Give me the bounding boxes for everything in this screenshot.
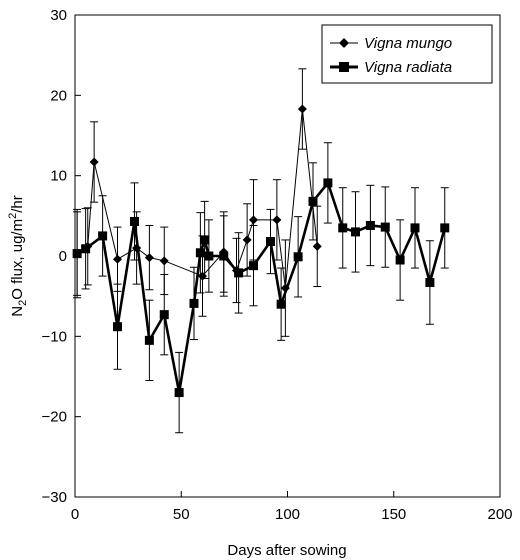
data-point-square bbox=[204, 251, 214, 261]
data-point-diamond bbox=[242, 235, 252, 245]
data-point-square bbox=[113, 322, 122, 332]
data-point-square bbox=[174, 388, 184, 398]
data-point-diamond bbox=[312, 241, 322, 251]
data-point-square bbox=[308, 196, 318, 206]
data-point-square bbox=[144, 335, 154, 345]
data-point-square bbox=[276, 299, 286, 309]
y-tick-label: −10 bbox=[42, 328, 67, 345]
legend-label-vigna-radiata: Vigna radiata bbox=[364, 59, 452, 76]
plot-area: 0 50 100 150 200 −30 −20 −10 0 10 20 30 bbox=[42, 7, 513, 523]
data-point-square bbox=[351, 227, 360, 237]
y-label-superscript: 2 bbox=[7, 213, 19, 219]
x-tick-label: 0 bbox=[71, 506, 79, 523]
data-point-square bbox=[338, 223, 348, 233]
data-point-diamond bbox=[159, 256, 169, 266]
data-point-square bbox=[200, 235, 210, 245]
data-point-square bbox=[323, 178, 333, 188]
legend-diamond-marker-icon bbox=[339, 38, 349, 48]
series-layer bbox=[72, 68, 450, 434]
y-tick-label: 30 bbox=[50, 7, 67, 24]
y-axis-label: N2O flux, ug/m2/hr bbox=[7, 195, 29, 316]
data-point-diamond bbox=[89, 157, 99, 167]
data-point-square bbox=[425, 278, 435, 288]
data-point-square bbox=[440, 223, 450, 233]
data-point-square bbox=[130, 216, 139, 226]
x-tick-label: 200 bbox=[487, 506, 512, 523]
x-axis-label: Days after sowing bbox=[227, 542, 346, 559]
data-point-diamond bbox=[249, 215, 258, 225]
series-vigna-radiata bbox=[72, 142, 450, 434]
data-point-square bbox=[395, 255, 405, 265]
y-tick-label: −20 bbox=[42, 409, 67, 426]
y-label-subscript: 2 bbox=[17, 300, 29, 306]
data-point-diamond bbox=[297, 104, 307, 114]
x-tick-label: 150 bbox=[381, 506, 406, 523]
data-point-square bbox=[249, 261, 258, 271]
legend-frame bbox=[321, 24, 493, 84]
data-point-square bbox=[234, 268, 244, 278]
data-point-square bbox=[159, 310, 169, 320]
x-tick-label: 50 bbox=[173, 506, 190, 523]
legend-entry-vigna-mungo: Vigna mungo bbox=[330, 35, 452, 52]
axis-ticks: 0 50 100 150 200 −30 −20 −10 0 10 20 30 bbox=[42, 7, 513, 523]
y-tick-label: 20 bbox=[50, 87, 67, 104]
data-point-square bbox=[98, 231, 108, 241]
y-tick-label: 0 bbox=[59, 248, 67, 265]
data-point-diamond bbox=[113, 254, 122, 264]
data-point-square bbox=[293, 252, 303, 262]
series-line-vigna-radiata bbox=[76, 180, 447, 393]
legend-entry-vigna-radiata: Vigna radiata bbox=[330, 59, 452, 76]
data-point-diamond bbox=[144, 253, 154, 263]
data-point-square bbox=[380, 222, 390, 232]
y-tick-label: 10 bbox=[50, 168, 67, 185]
legend: Vigna mungo Vigna radiata bbox=[321, 24, 493, 84]
data-point-square bbox=[81, 244, 91, 254]
y-label-prefix: N bbox=[9, 306, 26, 317]
series-line-vigna-mungo bbox=[76, 108, 318, 289]
data-point-square bbox=[410, 223, 420, 233]
y-tick-label: −30 bbox=[42, 489, 67, 506]
data-point-square bbox=[219, 251, 229, 261]
legend-square-marker-icon bbox=[339, 62, 349, 72]
legend-label-vigna-mungo: Vigna mungo bbox=[364, 35, 452, 52]
data-point-diamond bbox=[272, 215, 282, 225]
y-label-suffix: /hr bbox=[9, 195, 26, 213]
data-point-square bbox=[189, 298, 199, 308]
y-label-middle: O flux, ug/m bbox=[9, 219, 26, 300]
x-tick-label: 100 bbox=[275, 506, 300, 523]
data-point-square bbox=[266, 237, 275, 247]
data-point-square bbox=[72, 249, 82, 259]
data-point-square bbox=[365, 220, 375, 230]
data-point-square bbox=[195, 248, 205, 258]
